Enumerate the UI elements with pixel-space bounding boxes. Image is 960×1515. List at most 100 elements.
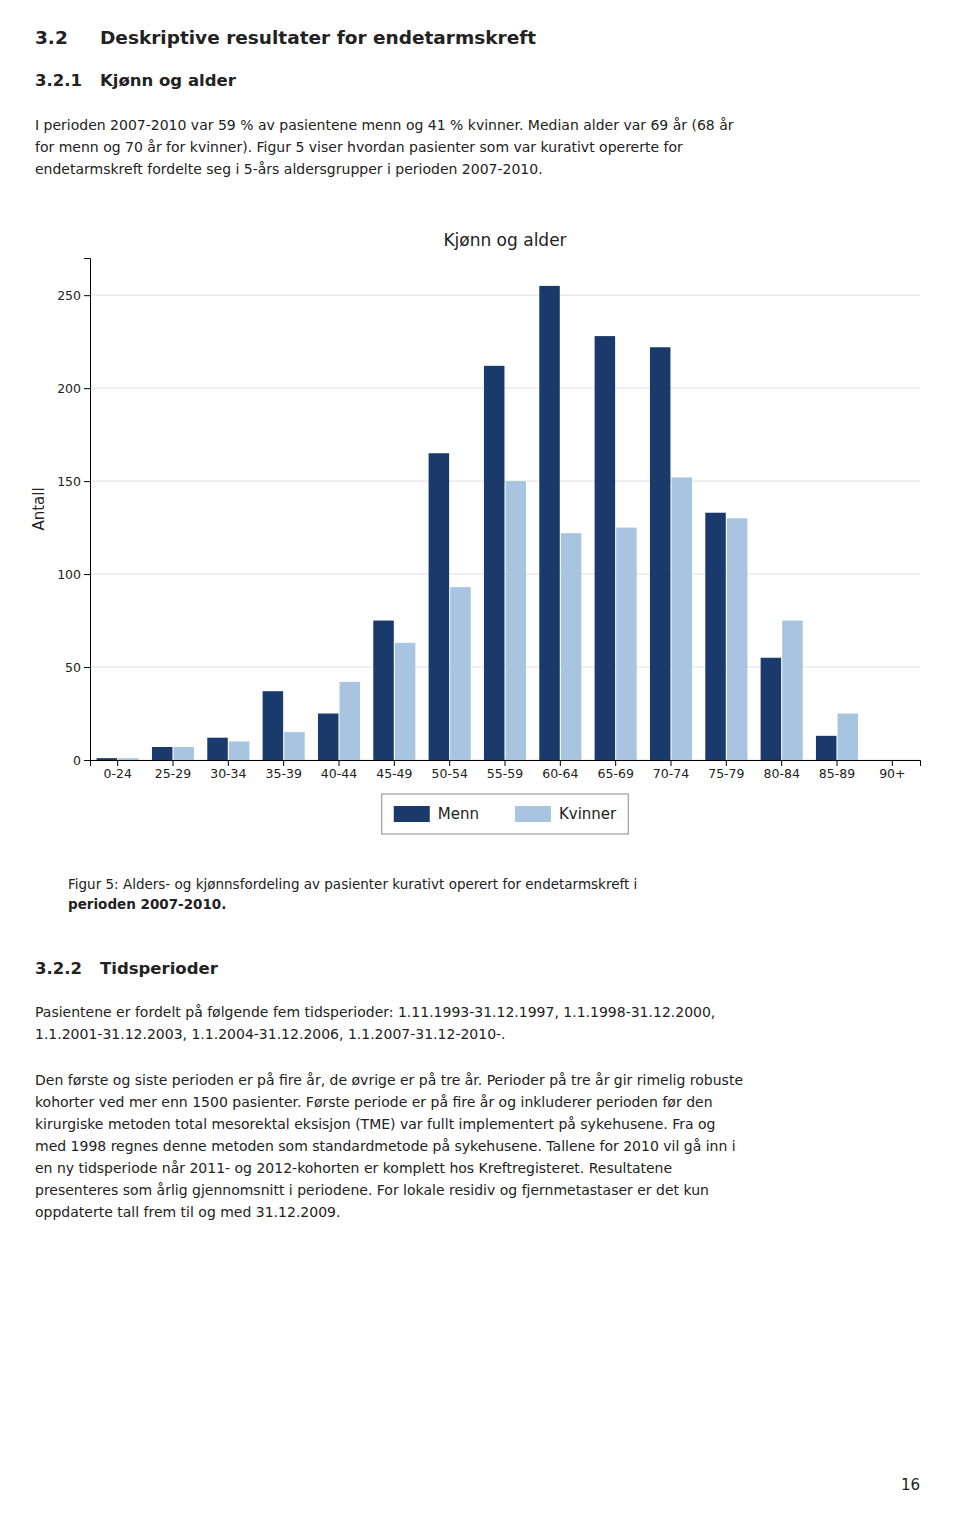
- bar: [650, 347, 671, 760]
- page: 3.2 Deskriptive resultater for endetarmsk…: [0, 0, 960, 1515]
- tick: 85-89: [819, 760, 855, 781]
- tick: 60-64: [542, 760, 578, 781]
- tick-label: 55-59: [487, 766, 523, 781]
- tick: 70-74: [653, 760, 689, 781]
- page-number: 16: [901, 1476, 920, 1494]
- tick-label: 150: [57, 474, 81, 489]
- bar: [782, 621, 803, 760]
- tick-label: 65-69: [598, 766, 634, 781]
- grid-line: [90, 388, 920, 389]
- body-text: en ny tidsperiode når 2011- og 2012-koho…: [35, 1160, 672, 1176]
- caption: Figur 5: Alders- og kjønnsfordeling av p…: [68, 876, 637, 892]
- tick: 35-39: [266, 760, 302, 781]
- heading-number: 3.2.2: [35, 959, 82, 978]
- bar-series: [97, 286, 837, 760]
- tick-label: 40-44: [321, 766, 357, 781]
- bars: [97, 286, 858, 760]
- tick-label: 85-89: [819, 766, 855, 781]
- tick: 25-29: [155, 760, 191, 781]
- tick: 80-84: [764, 760, 800, 781]
- tick: 55-59: [487, 760, 523, 781]
- tick-label: 25-29: [155, 766, 191, 781]
- legend-swatch: [394, 806, 430, 822]
- chart-title: Kjønn og alder: [443, 230, 566, 250]
- tick: 40-44: [321, 760, 357, 781]
- heading-number: 3.2: [35, 27, 68, 48]
- body-text: presenteres som årlig gjennomsnitt i per…: [35, 1182, 709, 1198]
- bar: [484, 366, 505, 760]
- tick: 45-49: [376, 760, 412, 781]
- bar: [816, 736, 837, 760]
- bar: [705, 513, 726, 760]
- legend-label: Kvinner: [559, 805, 617, 823]
- tick-mark: [84, 481, 90, 482]
- tick-mark: [84, 388, 90, 389]
- bar-series: [118, 477, 858, 760]
- body-text: 1.1.2001-31.12.2003, 1.1.2004-31.12.2006…: [35, 1026, 506, 1042]
- tick-mark: [84, 574, 90, 575]
- bar: [152, 747, 173, 760]
- axis-title: Antall: [30, 487, 48, 530]
- tick: 50: [65, 660, 90, 675]
- y-axis: 0 50 100 150 200 250: [57, 259, 90, 768]
- bar: [595, 336, 616, 760]
- tick: 0: [73, 753, 90, 768]
- bar: [118, 758, 139, 760]
- body-text: endetarmskreft fordelte seg i 5-års alde…: [35, 161, 543, 177]
- tick-mark: [84, 760, 90, 761]
- heading-number: 3.2.1: [35, 71, 82, 90]
- tick: 65-69: [598, 760, 634, 781]
- bar: [207, 738, 228, 760]
- bar: [429, 453, 450, 760]
- tick-label: 0: [73, 753, 81, 768]
- legend-swatch: [515, 806, 551, 822]
- bar: [340, 682, 361, 760]
- heading-text: Tidsperioder: [100, 959, 219, 978]
- axis-line: [84, 259, 91, 761]
- legend-item: Kvinner: [515, 805, 617, 823]
- bar: [97, 758, 118, 760]
- legend-box: [382, 794, 628, 834]
- body-text: oppdaterte tall frem til og med 31.12.20…: [35, 1204, 340, 1220]
- bar: [672, 477, 693, 760]
- body-text: Pasientene er fordelt på følgende fem ti…: [35, 1004, 715, 1020]
- page-text: 3.2 Deskriptive resultater for endetarmsk…: [35, 27, 920, 1494]
- tick-label: 200: [57, 381, 81, 396]
- tick-label: 35-39: [266, 766, 302, 781]
- heading-text: Kjønn og alder: [100, 71, 237, 90]
- tick: 90+: [879, 760, 905, 781]
- tick: 50-54: [432, 760, 468, 781]
- bar: [284, 732, 305, 760]
- body-text: Den første og siste perioden er på fire …: [35, 1072, 743, 1088]
- body-text: kohorter ved mer enn 1500 pasienter. Før…: [35, 1094, 713, 1110]
- bar: [174, 747, 195, 760]
- tick: 30-34: [210, 760, 246, 781]
- bar: [871, 760, 892, 761]
- tick: 75-79: [708, 760, 744, 781]
- tick-label: 100: [57, 567, 81, 582]
- body-text: for menn og 70 år for kvinner). Figur 5 …: [35, 139, 683, 155]
- bar: [373, 621, 394, 760]
- heading-text: Deskriptive resultater for endetarmskref…: [100, 27, 536, 48]
- grid-line: [90, 574, 920, 575]
- grid-line: [90, 481, 920, 482]
- grid-line: [90, 295, 920, 296]
- bar: [506, 481, 527, 760]
- bar: [727, 518, 748, 760]
- bar: [229, 741, 250, 760]
- tick-label: 50: [65, 660, 81, 675]
- bar: [318, 714, 339, 760]
- tick: 100: [57, 567, 90, 582]
- bar: [893, 760, 914, 761]
- tick: 250: [57, 288, 90, 303]
- bar: [450, 587, 471, 760]
- tick: 200: [57, 381, 90, 396]
- tick: 150: [57, 474, 90, 489]
- legend-label: Menn: [438, 805, 479, 823]
- chart: 0501001502002500-2425-2930-3435-3940-444…: [30, 230, 921, 781]
- tick-mark: [84, 295, 90, 296]
- bar: [561, 533, 582, 760]
- tick-label: 70-74: [653, 766, 689, 781]
- tick-label: 75-79: [708, 766, 744, 781]
- tick-label: 250: [57, 288, 81, 303]
